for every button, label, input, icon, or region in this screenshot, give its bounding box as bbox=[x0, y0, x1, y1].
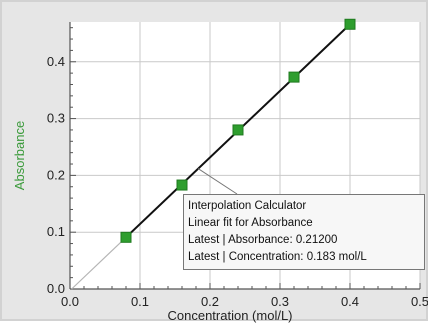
x-tick-label: 0.2 bbox=[201, 294, 219, 309]
interpolation-leader-line bbox=[197, 168, 238, 195]
y-tick-label: 0.3 bbox=[47, 111, 65, 126]
y-axis-label: Absorbance bbox=[12, 121, 27, 190]
axes bbox=[69, 22, 421, 290]
x-tick-label: 0.4 bbox=[341, 294, 359, 309]
y-tick-label: 0.0 bbox=[47, 281, 65, 296]
interpolation-title: Interpolation Calculator bbox=[188, 200, 307, 212]
data-point bbox=[344, 18, 356, 30]
y-tick-label: 0.1 bbox=[47, 224, 65, 239]
x-axis-label: Concentration (mol/L) bbox=[168, 308, 293, 323]
interpolation-concentration: Latest | Concentration: 0.183 mol/L bbox=[188, 251, 367, 263]
x-tick-label: 0.5 bbox=[411, 294, 428, 309]
data-point bbox=[232, 124, 244, 136]
y-tick-label: 0.4 bbox=[47, 54, 65, 69]
data-point bbox=[176, 179, 188, 191]
x-tick-label: 0.3 bbox=[271, 294, 289, 309]
data-points bbox=[120, 18, 356, 243]
interpolation-absorbance: Latest | Absorbance: 0.21200 bbox=[188, 234, 338, 246]
data-point bbox=[120, 231, 132, 243]
y-tick-label: 0.2 bbox=[47, 167, 65, 182]
interpolation-subtitle: Linear fit for Absorbance bbox=[188, 217, 313, 229]
tick-labels: 0.0 0.1 0.2 0.3 0.4 0.5 0.0 0.1 0.2 0.3 0.4 bbox=[47, 54, 428, 309]
data-point bbox=[288, 71, 300, 83]
x-tick-label: 0.0 bbox=[61, 294, 79, 309]
x-tick-label: 0.1 bbox=[131, 294, 149, 309]
interpolation-calculator-box[interactable]: Interpolation Calculator Linear fit for … bbox=[183, 194, 425, 270]
